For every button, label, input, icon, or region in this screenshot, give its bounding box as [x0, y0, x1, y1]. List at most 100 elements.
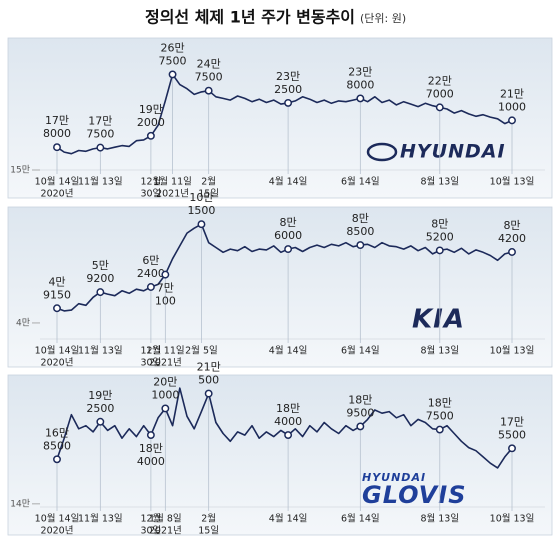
page-title: 정의선 체제 1년 주가 변동추이 — [145, 8, 355, 27]
highlight-point — [96, 143, 105, 152]
annotation-label: 8만 4200 — [498, 219, 526, 245]
x-tick-label: 11월 13일 — [78, 345, 123, 357]
highlight-point — [168, 70, 177, 79]
x-tick-label: 8월 13일 — [420, 176, 459, 188]
annotation-label: 20만 1000 — [151, 375, 179, 401]
highlight-point — [435, 425, 444, 434]
y-tick-label: 14만 — [10, 498, 30, 509]
x-tick-label: 2020년 — [41, 189, 74, 200]
annotation-label: 17만 8000 — [43, 114, 71, 140]
highlight-point — [508, 116, 516, 125]
panel — [7, 206, 553, 368]
highlight-point — [356, 241, 365, 250]
brand-logo: HYUNDAI — [362, 471, 426, 484]
annotation-label: 6만 2400 — [137, 254, 165, 280]
highlight-point — [161, 270, 170, 279]
x-tick-label: 2월 5일 — [185, 345, 218, 357]
x-tick-label: 1월 11일 — [153, 176, 192, 188]
annotation-label: 19만 2000 — [137, 103, 165, 129]
x-tick-label: 8월 13일 — [420, 513, 459, 525]
highlight-point — [284, 245, 293, 254]
highlight-point — [508, 248, 516, 256]
annotation-label: 26만 7500 — [159, 41, 187, 67]
highlight-point — [204, 86, 213, 95]
annotation-label: 22만 7000 — [426, 74, 454, 100]
highlight-point — [53, 143, 61, 152]
highlight-point — [435, 246, 444, 255]
x-tick-label: 8월 13일 — [420, 345, 459, 357]
annotation-label: 4만 9150 — [43, 275, 71, 301]
x-tick-label: 2020년 — [41, 358, 74, 369]
x-tick-label: 6월 14일 — [341, 345, 380, 357]
x-tick-label: 11월 13일 — [78, 513, 123, 525]
x-tick-label: 30일 — [140, 526, 161, 537]
annotation-label: 17만 5500 — [498, 415, 526, 441]
x-tick-label: 12월 — [140, 513, 161, 525]
x-tick-label: 30일 — [140, 189, 161, 200]
brand-logo: HYUNDAI — [400, 141, 506, 163]
x-tick-label: 4월 14일 — [269, 176, 308, 188]
y-tick-label: 15만 — [10, 165, 30, 176]
annotation-label: 7만 100 — [155, 282, 176, 308]
y-tick-label: 4만 — [16, 317, 30, 328]
annotation-label: 8만 8500 — [346, 212, 374, 238]
highlight-point — [53, 455, 61, 464]
annotation-label: 23만 8000 — [346, 65, 374, 91]
highlight-point — [96, 288, 105, 297]
x-tick-label: 1월 11일 — [146, 345, 185, 357]
annotation-label: 18만 7500 — [426, 397, 454, 423]
annotation-label: 18만 4000 — [274, 402, 302, 428]
annotation-label: 24만 7500 — [195, 58, 223, 84]
highlight-point — [284, 98, 293, 107]
highlight-point — [204, 389, 213, 398]
annotation-label: 8만 6000 — [274, 216, 302, 242]
x-tick-label: 10월 14일 — [35, 345, 80, 357]
annotation-label: 19만 2500 — [86, 389, 114, 415]
panel — [7, 374, 553, 536]
highlight-point — [96, 417, 105, 426]
x-tick-label: 10월 14일 — [35, 176, 80, 188]
x-tick-label: 10월 13일 — [490, 345, 535, 357]
brand-logo: GLOVIS — [362, 481, 466, 509]
highlight-point — [161, 404, 170, 413]
x-tick-label: 10월 14일 — [35, 513, 80, 525]
x-tick-label: 2021년 — [156, 189, 189, 200]
highlight-point — [356, 94, 365, 103]
x-tick-label: 2월 — [201, 176, 216, 188]
x-tick-label: 2021년 — [149, 526, 182, 537]
highlight-point — [284, 431, 293, 440]
x-tick-label: 30일 — [140, 358, 161, 369]
annotation-label: 16만 8500 — [43, 426, 71, 452]
highlight-point — [146, 131, 155, 140]
x-tick-label: 2020년 — [41, 526, 74, 537]
annotation-label: 8만 5200 — [426, 217, 454, 243]
x-tick-label: 6월 14일 — [341, 513, 380, 525]
x-tick-label: 10월 13일 — [490, 513, 535, 525]
x-tick-label: 2021년 — [149, 358, 182, 369]
annotation-label: 17만 7500 — [86, 115, 114, 141]
highlight-point — [53, 304, 61, 313]
x-tick-label: 10월 13일 — [490, 176, 535, 188]
annotation-label: 23만 2500 — [274, 70, 302, 96]
x-tick-label: 12월 — [140, 345, 161, 357]
x-tick-label: 6월 14일 — [341, 176, 380, 188]
x-tick-label: 12월 — [140, 176, 161, 188]
x-tick-label: 2월 — [201, 513, 216, 525]
highlight-point — [146, 283, 155, 291]
brand-logo: KIA — [412, 305, 465, 335]
annotation-label: 18만 9500 — [346, 393, 374, 419]
highlight-point — [356, 422, 365, 431]
highlight-point — [146, 431, 155, 440]
x-tick-label: 4월 14일 — [269, 513, 308, 525]
annotation-label: 18만 4000 — [137, 442, 165, 468]
highlight-point — [435, 103, 444, 112]
x-tick-label: 11월 13일 — [78, 176, 123, 188]
unit-note: (단위: 원) — [360, 12, 406, 25]
x-tick-label: 4월 14일 — [269, 345, 308, 357]
annotation-label: 21만 500 — [197, 361, 221, 387]
x-tick-label: 1월 8일 — [149, 513, 182, 525]
annotation-label: 10만 1500 — [187, 191, 215, 217]
panel — [7, 37, 553, 199]
highlight-point — [508, 444, 516, 453]
